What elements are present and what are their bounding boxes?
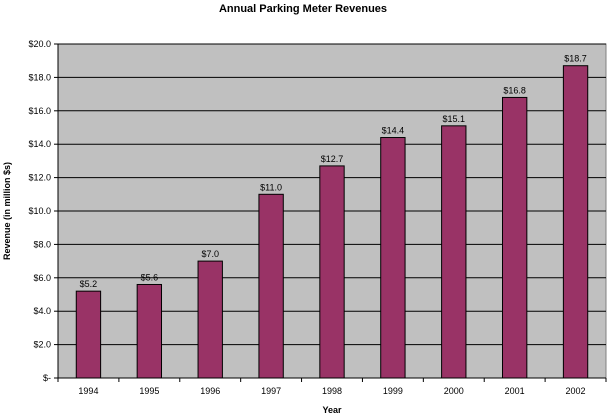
x-tick-label-1999: 1999 [383,386,403,396]
bar-1994 [75,290,102,379]
y-tick-label: $14.0 [28,139,51,149]
bar-1996 [197,260,223,379]
y-tick-label: $16.0 [28,106,51,116]
data-label-2001: $16.8 [503,85,526,95]
x-tick-label-1994: 1994 [78,386,98,396]
x-tick-label-2000: 2000 [444,386,464,396]
x-axis-ticks: 1994 1995 1996 1997 1998 1999 2000 2001 2002 [57,378,607,396]
bar-2000 [441,125,467,379]
y-tick-label: $8.0 [33,239,51,249]
y-tick-label: $4.0 [33,306,51,316]
data-label-1997: $11.0 [260,182,282,192]
data-label-1996: $7.0 [201,249,219,259]
y-tick-label: $6.0 [33,273,51,283]
bar-1998 [319,165,345,379]
data-label-1995: $5.6 [141,272,159,282]
y-axis-title: Revenue (in million $s) [2,162,12,260]
x-tick-label-1995: 1995 [139,386,159,396]
y-tick-label: $20.0 [28,39,51,49]
bar-1995 [136,283,163,379]
y-tick-label: $18.0 [28,72,51,82]
x-axis-title: Year [322,405,342,415]
data-label-1994: $5.2 [80,279,98,289]
x-tick-label-2001: 2001 [505,386,525,396]
x-tick-label-1998: 1998 [322,386,342,396]
data-labels: $5.2 $5.6 $7.0 $11.0 $12.7 $14.4 $15.1 $16.8 $18… [80,54,587,289]
y-axis-ticks: $- $2.0 $4.0 $6.0 $8.0 $10.0 $12.0 $14.0 $16.0 $1… [28,39,58,383]
bar-2002 [562,65,589,379]
chart-title: Annual Parking Meter Revenues [219,3,387,15]
y-tick-label: $10.0 [28,206,51,216]
y-tick-label: $- [43,373,51,383]
bar-1999 [380,137,406,379]
bar-1997 [258,193,284,379]
y-tick-label: $2.0 [33,340,51,350]
data-label-2002: $18.7 [564,54,587,64]
y-tick-label: $12.0 [28,173,51,183]
data-label-2000: $15.1 [443,114,466,124]
x-tick-label-1997: 1997 [261,386,281,396]
bar-2001 [501,96,528,379]
data-label-1998: $12.7 [321,154,344,164]
data-label-1999: $14.4 [382,126,405,136]
x-tick-label-1996: 1996 [200,386,220,396]
x-tick-label-2002: 2002 [566,386,586,396]
